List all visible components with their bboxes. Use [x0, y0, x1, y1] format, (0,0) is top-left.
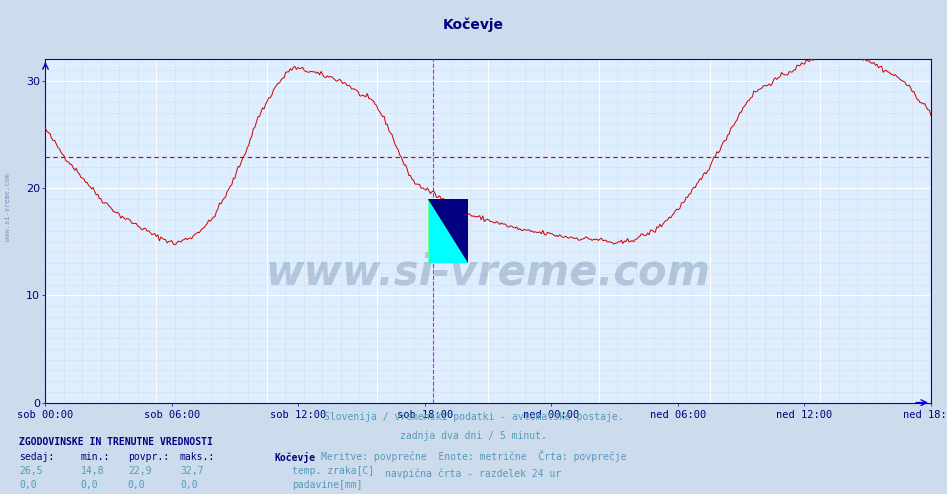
Text: 22,9: 22,9	[128, 466, 152, 476]
Text: www.si-vreme.com: www.si-vreme.com	[266, 251, 710, 293]
Text: www.si-vreme.com: www.si-vreme.com	[5, 173, 10, 242]
Text: 32,7: 32,7	[180, 466, 204, 476]
Text: Meritve: povprečne  Enote: metrične  Črta: povprečje: Meritve: povprečne Enote: metrične Črta:…	[321, 450, 626, 462]
Text: Kočevje: Kočevje	[443, 17, 504, 32]
Text: padavine[mm]: padavine[mm]	[292, 480, 362, 490]
Polygon shape	[428, 199, 468, 263]
Text: Slovenija / vremenski podatki - avtomatske postaje.: Slovenija / vremenski podatki - avtomats…	[324, 412, 623, 422]
Text: navpična črta - razdelek 24 ur: navpična črta - razdelek 24 ur	[385, 469, 562, 479]
Text: 0,0: 0,0	[80, 480, 98, 490]
Polygon shape	[428, 199, 468, 263]
Text: Kočevje: Kočevje	[275, 452, 315, 463]
Text: 0,0: 0,0	[128, 480, 146, 490]
Text: 0,0: 0,0	[19, 480, 37, 490]
Text: temp. zraka[C]: temp. zraka[C]	[292, 466, 374, 476]
Text: ZGODOVINSKE IN TRENUTNE VREDNOSTI: ZGODOVINSKE IN TRENUTNE VREDNOSTI	[19, 437, 213, 447]
Text: 26,5: 26,5	[19, 466, 43, 476]
Text: min.:: min.:	[80, 452, 110, 462]
Text: 0,0: 0,0	[180, 480, 198, 490]
Text: povpr.:: povpr.:	[128, 452, 169, 462]
Polygon shape	[428, 199, 468, 263]
Text: zadnja dva dni / 5 minut.: zadnja dva dni / 5 minut.	[400, 431, 547, 441]
Text: sedaj:: sedaj:	[19, 452, 54, 462]
Text: 14,8: 14,8	[80, 466, 104, 476]
Text: maks.:: maks.:	[180, 452, 215, 462]
